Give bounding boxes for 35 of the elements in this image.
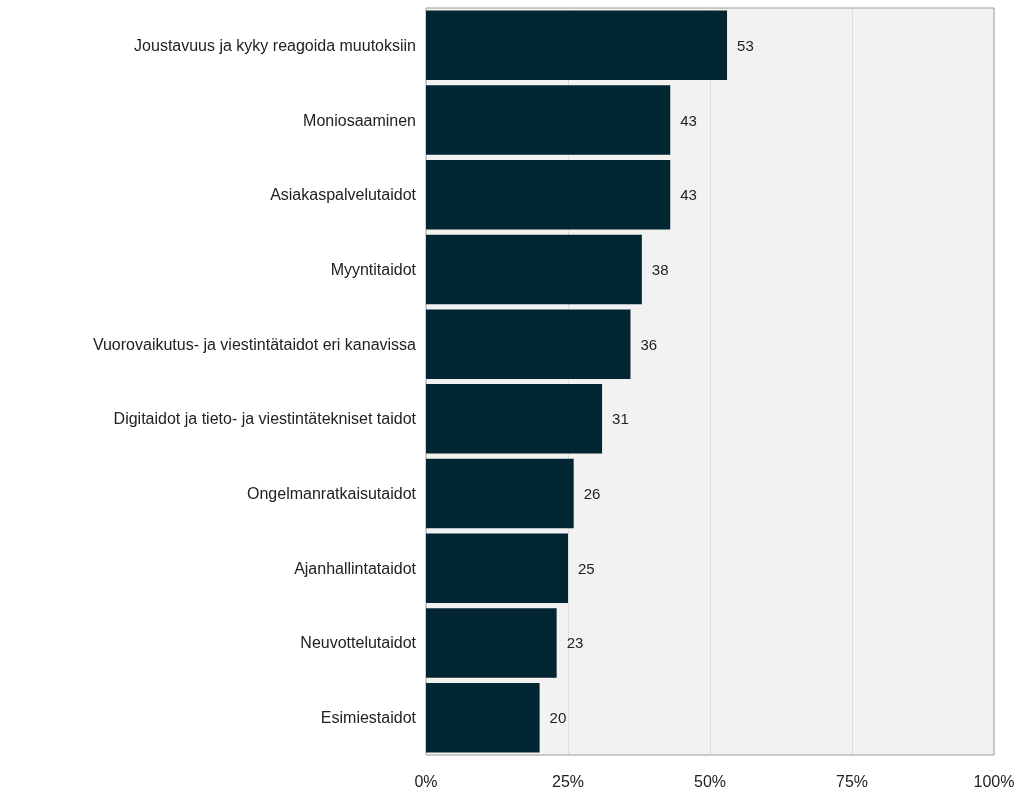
data-label: 26 <box>583 485 601 503</box>
x-tick-label: 100% <box>973 772 1015 790</box>
bar <box>426 309 631 379</box>
data-label: 38 <box>651 260 669 278</box>
data-label: 25 <box>578 559 595 577</box>
y-tick-label: Neuvottelutaidot <box>300 634 417 652</box>
x-tick-label: 0% <box>414 772 438 790</box>
data-label: 43 <box>680 186 697 204</box>
data-label: 53 <box>737 36 754 54</box>
bar <box>426 458 574 529</box>
bar <box>426 608 557 678</box>
y-tick-label: Moniosaaminen <box>303 111 416 129</box>
y-tick-label: Myyntitaidot <box>330 260 417 278</box>
x-tick-label: 75% <box>835 772 869 790</box>
x-tick-label: 50% <box>693 772 727 790</box>
bar <box>426 384 603 454</box>
y-tick-label: Joustavuus ja kyky reagoida muutoksiin <box>134 36 416 54</box>
data-label: 20 <box>549 709 567 727</box>
y-tick-label: Asiakaspalvelutaidot <box>270 186 417 204</box>
data-label: 31 <box>612 410 629 428</box>
data-label: 23 <box>566 634 584 652</box>
y-tick-label: Vuorovaikutus- ja viestintätaidot eri kanavissa <box>92 335 417 353</box>
bar <box>426 682 540 753</box>
y-tick-label: Esimiestaidot <box>320 709 417 727</box>
bar <box>426 533 568 603</box>
y-tick-label: Digitaidot ja tieto- ja viestintätekniset taidot <box>113 410 417 428</box>
y-tick-label: Ongelmanratkaisutaidot <box>247 485 417 503</box>
bar <box>426 10 728 81</box>
data-label: 43 <box>680 111 697 129</box>
data-label: 36 <box>640 335 658 353</box>
bar <box>426 160 671 230</box>
x-tick-label: 25% <box>551 772 585 790</box>
bar <box>426 234 642 305</box>
y-tick-label: Ajanhallintataidot <box>294 559 417 577</box>
bar <box>426 85 671 155</box>
